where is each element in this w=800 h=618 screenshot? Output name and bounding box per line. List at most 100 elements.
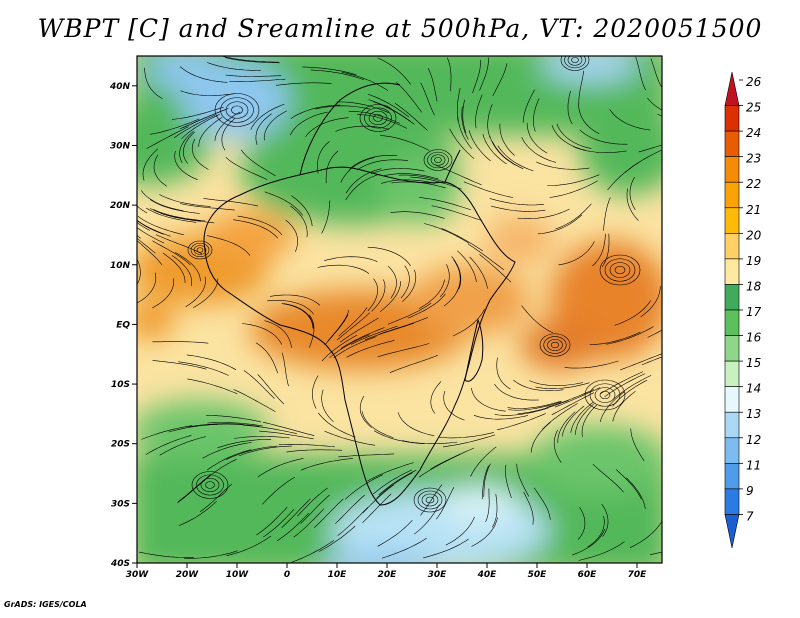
streamline <box>179 203 235 211</box>
streamline <box>521 305 554 334</box>
streamline <box>551 392 595 416</box>
streamline <box>572 146 627 153</box>
streamline <box>159 436 206 456</box>
streamline <box>407 293 446 319</box>
streamline <box>371 279 386 312</box>
streamline <box>423 538 469 559</box>
colorbar-label: 24 <box>746 126 761 140</box>
streamline <box>570 402 594 433</box>
streamline <box>489 198 544 206</box>
colorbar-segment <box>724 181 740 209</box>
streamline <box>487 104 493 138</box>
streamline <box>530 421 552 453</box>
vortex-streamline <box>368 110 388 126</box>
vortex-streamline <box>594 387 616 403</box>
colorbar-label: 22 <box>746 177 761 191</box>
streamline <box>443 274 461 307</box>
streamline <box>601 233 610 267</box>
colorbar-label: 12 <box>746 433 761 447</box>
streamline <box>317 141 330 174</box>
vortex-streamline <box>193 245 207 255</box>
streamline <box>402 440 458 445</box>
vortex-streamline <box>567 56 583 66</box>
streamline <box>263 110 287 141</box>
streamline <box>324 430 376 446</box>
streamline <box>315 105 371 110</box>
streamline <box>223 56 279 63</box>
vortex-streamline <box>364 107 392 129</box>
streamline <box>233 389 276 412</box>
streamline <box>340 157 375 183</box>
streamline <box>420 82 435 116</box>
streamline <box>238 445 292 457</box>
colorbar-segment <box>724 335 740 362</box>
vortex-streamline <box>196 474 224 496</box>
streamline <box>394 102 428 131</box>
streamline <box>414 504 440 535</box>
streamline <box>430 447 475 470</box>
streamline <box>647 329 662 338</box>
streamline <box>152 341 209 344</box>
streamline <box>281 303 314 329</box>
streamline <box>494 407 549 416</box>
streamline <box>443 391 465 421</box>
streamline <box>308 314 315 348</box>
streamline <box>489 136 516 166</box>
streamline <box>221 118 235 151</box>
colorbar-segment <box>724 130 740 157</box>
coastlines <box>203 82 516 506</box>
colorbar-segment <box>724 207 740 234</box>
streamline <box>558 241 595 266</box>
streamline <box>153 209 206 222</box>
streamline <box>281 352 289 387</box>
streamline <box>255 113 272 145</box>
colorbar-label: 18 <box>746 279 762 293</box>
streamline <box>650 58 662 89</box>
streamline <box>418 197 471 210</box>
streamline <box>578 70 585 105</box>
streamline <box>179 109 226 130</box>
colorbar-label: 15 <box>746 356 761 370</box>
streamline <box>138 551 194 558</box>
streamline <box>606 326 654 345</box>
streamline <box>153 154 167 187</box>
streamline <box>206 415 261 423</box>
streamline <box>356 114 407 129</box>
streamline <box>225 156 268 180</box>
streamline <box>553 429 562 463</box>
streamline <box>191 138 209 170</box>
streamline <box>505 464 512 499</box>
streamline <box>377 519 413 547</box>
streamline <box>255 342 279 374</box>
vortex-streamline <box>427 151 449 169</box>
streamline <box>137 237 156 254</box>
streamline <box>302 66 357 76</box>
streamline <box>379 135 430 151</box>
streamline <box>159 194 211 207</box>
streamline <box>335 494 365 524</box>
vortex-streamline <box>373 114 383 122</box>
streamline <box>526 122 548 154</box>
streamline <box>457 87 461 122</box>
streamline <box>564 360 619 369</box>
streamline <box>384 173 439 180</box>
streamline <box>507 400 562 409</box>
streamline <box>442 434 496 448</box>
streamline <box>542 403 578 430</box>
streamline <box>345 168 382 194</box>
lat-tick-label: 20N <box>110 201 131 211</box>
streamline <box>224 57 280 64</box>
streamline <box>575 403 595 435</box>
streamline <box>346 340 395 358</box>
streamline <box>340 327 385 349</box>
streamline <box>409 176 462 190</box>
streamline <box>256 506 288 536</box>
colorbar-segment <box>724 105 740 132</box>
streamline <box>536 161 590 170</box>
streamline <box>270 294 321 306</box>
streamline <box>499 123 515 156</box>
lat-tick-label: 10N <box>110 261 131 271</box>
colorbar-label: 16 <box>746 331 762 345</box>
lon-tick-label: 60E <box>578 570 598 580</box>
streamline <box>259 430 314 440</box>
